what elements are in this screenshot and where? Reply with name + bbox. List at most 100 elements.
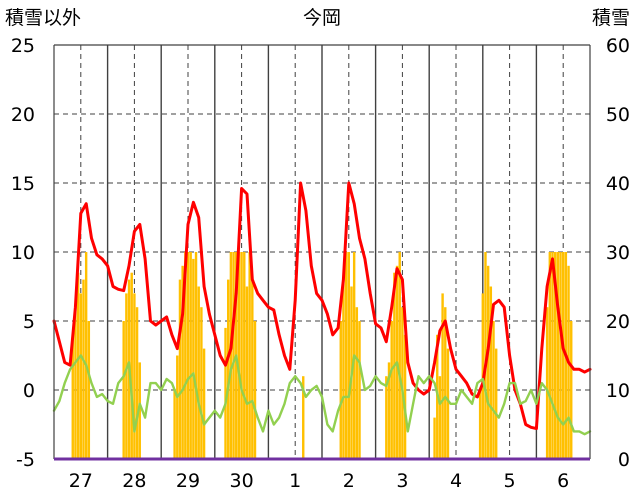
snow-bar: [385, 376, 388, 459]
right-tick-label: 20: [606, 311, 630, 333]
snow-bar: [130, 272, 133, 459]
left-axis-label: 積雪以外: [5, 7, 81, 29]
left-axis-ticks: 25 20 15 10 5 0 -5: [11, 35, 35, 471]
snow-bar: [138, 362, 141, 459]
snow-bar: [478, 390, 482, 459]
snow-bar: [570, 321, 573, 459]
snow-bar: [186, 252, 190, 459]
snow-bar: [390, 321, 393, 459]
x-tick-label: 5: [504, 470, 516, 492]
snow-bar: [561, 252, 565, 459]
chart-title: 今岡: [303, 7, 341, 29]
x-tick-label: 27: [69, 470, 93, 492]
snow-bar: [135, 307, 139, 459]
snow-bar: [403, 334, 407, 459]
left-tick-label: 5: [23, 311, 35, 333]
snow-bar: [358, 321, 361, 459]
left-tick-label: 25: [11, 35, 35, 57]
snow-bar: [347, 252, 351, 459]
snow-bar: [226, 279, 230, 459]
snow-bar: [486, 265, 490, 459]
snow-bar: [339, 321, 342, 459]
snow-bar: [76, 272, 80, 459]
snow-bar: [122, 321, 125, 459]
x-tick-label: 2: [343, 470, 355, 492]
right-axis-label: 積雪: [592, 7, 630, 29]
snow-bar: [433, 417, 436, 459]
snow-bar: [71, 334, 74, 459]
snow-bar: [200, 307, 203, 459]
snow-bar: [133, 293, 136, 459]
snow-bar: [125, 293, 128, 459]
snow-bar: [444, 307, 447, 459]
snow-bar: [194, 252, 198, 459]
snow-bar: [189, 252, 192, 459]
series-line-1: [52, 181, 592, 431]
right-tick-label: 40: [606, 173, 630, 195]
snow-bar: [438, 376, 442, 459]
snow-bar: [342, 279, 345, 459]
snow-bar: [87, 321, 91, 459]
snow-bar: [82, 279, 85, 459]
right-tick-label: 10: [606, 380, 630, 402]
snow-bar: [559, 252, 562, 459]
snow-bar: [553, 252, 557, 459]
snow-bar: [344, 252, 348, 459]
snow-bar: [548, 252, 552, 459]
snow-bar: [192, 258, 195, 459]
snow-bar: [79, 293, 83, 459]
left-tick-label: 20: [11, 104, 35, 126]
snow-bar: [446, 348, 450, 459]
snow-bar: [545, 307, 549, 459]
snow-bar: [237, 252, 241, 459]
x-tick-label: 28: [122, 470, 146, 492]
snow-bar: [401, 307, 404, 459]
x-tick-label: 1: [289, 470, 301, 492]
right-tick-label: 50: [606, 104, 630, 126]
snow-bar: [243, 252, 246, 459]
snow-bar: [181, 265, 184, 459]
right-tick-label: 60: [606, 35, 630, 57]
snow-bar: [84, 252, 88, 459]
snow-bar: [398, 252, 401, 459]
left-tick-label: 15: [11, 173, 35, 195]
left-tick-label: 10: [11, 242, 35, 264]
snow-bar: [229, 252, 233, 459]
left-tick-label: -5: [16, 449, 35, 471]
snow-bar: [251, 279, 254, 459]
x-tick-label: 29: [176, 470, 200, 492]
snow-bar: [441, 293, 444, 459]
snow-bar: [202, 348, 206, 459]
snow-bar: [494, 348, 498, 459]
x-axis-ticks: 27 28 29 30 1 2 3 4 5 6: [69, 470, 570, 492]
snow-bar: [302, 376, 305, 459]
snow-bar: [224, 327, 227, 459]
snow-bar: [232, 252, 235, 459]
plot-frame: [53, 44, 591, 461]
snow-bar: [489, 286, 493, 459]
snow-bar: [74, 307, 77, 459]
right-axis-ticks: 60 50 40 30 20 10 0: [606, 35, 630, 471]
snow-bar: [551, 252, 554, 459]
right-tick-label: 0: [618, 449, 630, 471]
snow-bar: [178, 279, 182, 459]
snow-bar: [253, 321, 257, 459]
left-tick-label: 0: [23, 380, 35, 402]
snow-bar: [197, 286, 200, 459]
snow-bar: [492, 321, 495, 459]
series-lines: [52, 181, 592, 436]
snow-bar: [240, 252, 243, 459]
snow-bar: [245, 286, 249, 459]
snow-bar: [355, 307, 359, 459]
snow-bar: [387, 362, 391, 459]
snow-bar: [176, 355, 179, 459]
snow-bar: [248, 252, 251, 459]
snow-bar: [173, 390, 176, 459]
snow-bar: [484, 252, 487, 459]
snow-bar: [184, 252, 187, 459]
x-tick-label: 3: [396, 470, 408, 492]
x-tick-label: 6: [557, 470, 569, 492]
series-line-2: [52, 354, 592, 436]
